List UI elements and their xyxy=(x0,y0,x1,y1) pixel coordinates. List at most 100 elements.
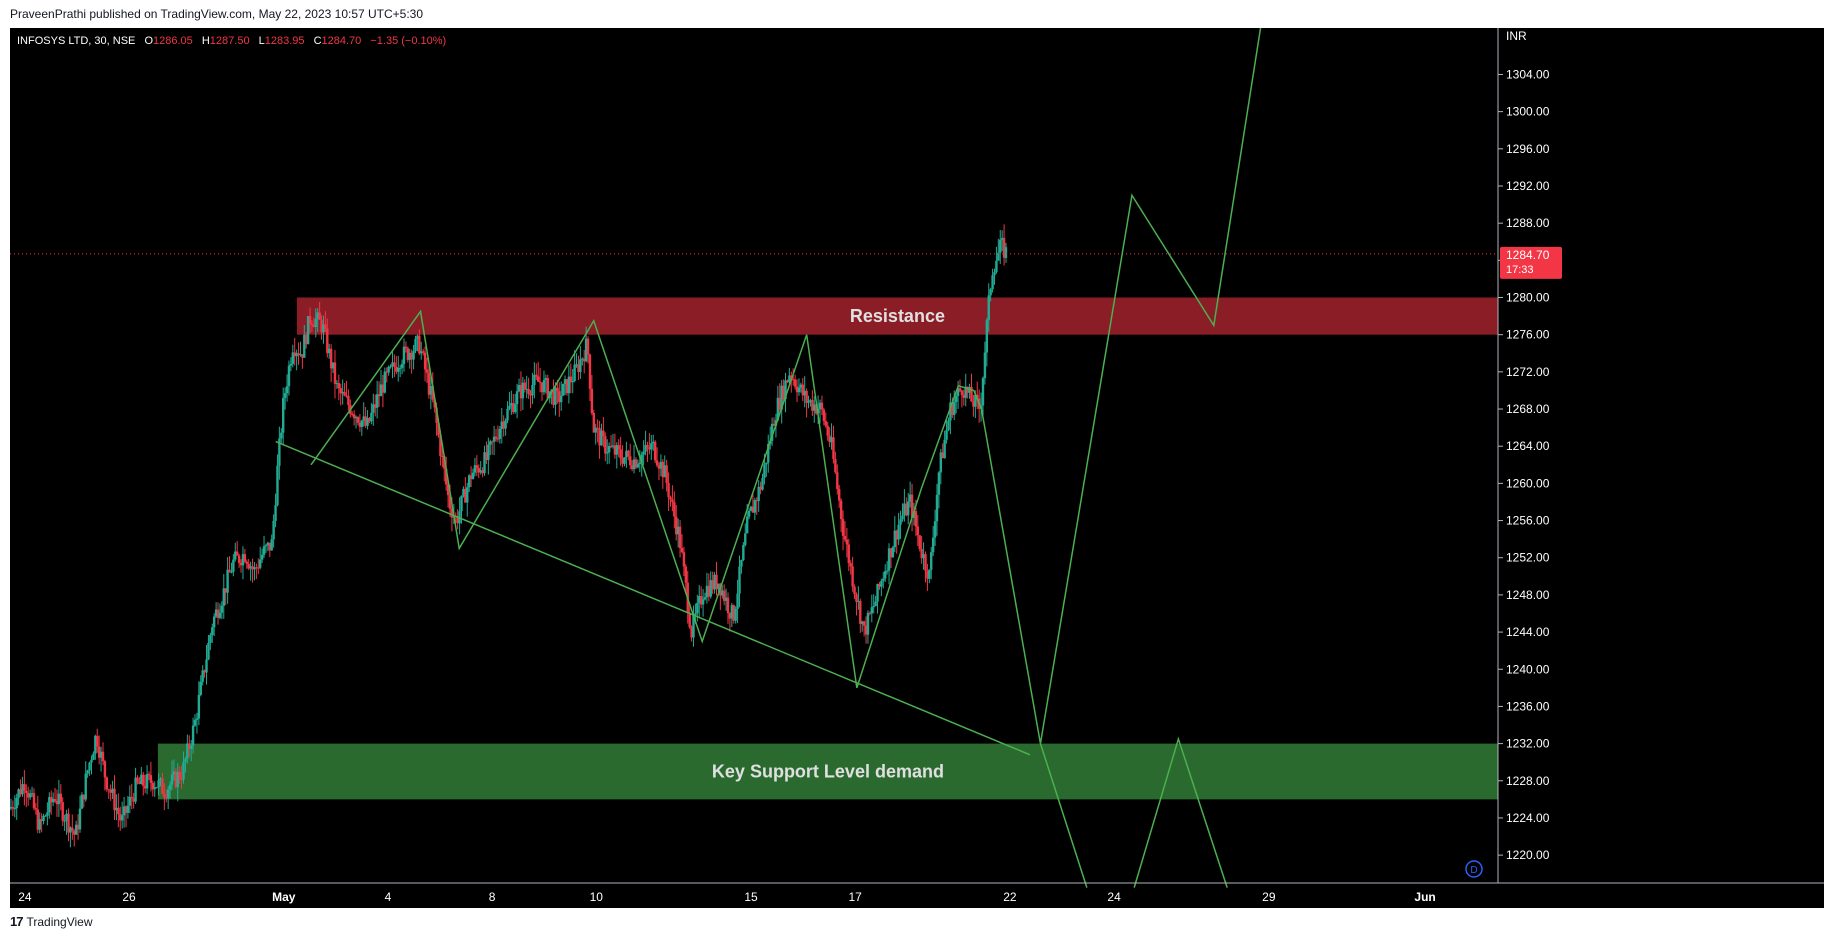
candle-body xyxy=(590,388,594,413)
candle-body xyxy=(517,384,521,392)
candle-body xyxy=(667,482,670,498)
candle-body xyxy=(778,397,781,410)
chart-panel[interactable]: Resistance Key Support Level demand INR 122… xyxy=(10,28,1824,908)
candle-body xyxy=(519,384,523,399)
candle-body xyxy=(510,402,513,406)
candle-body xyxy=(901,515,904,520)
candle-body xyxy=(398,367,402,369)
candle-body xyxy=(678,526,682,548)
candle-body xyxy=(128,796,132,806)
time-tick-label: 22 xyxy=(1003,890,1017,904)
candle-body xyxy=(991,275,994,290)
candle-body xyxy=(839,500,843,520)
candle-body xyxy=(696,602,699,614)
candle-body xyxy=(36,809,39,830)
candle-body xyxy=(25,790,28,793)
brand-footer[interactable]: 17 TradingView xyxy=(10,914,93,929)
resistance-zone-label: Resistance xyxy=(850,306,945,326)
candle-body xyxy=(379,384,383,397)
candle-body xyxy=(172,771,176,775)
candle-body xyxy=(48,797,51,813)
candle-body xyxy=(222,588,225,606)
candle-body xyxy=(477,467,480,473)
candle-body xyxy=(237,555,241,563)
candle-body xyxy=(701,599,705,605)
candle-body xyxy=(907,501,910,516)
candlestick-chart[interactable]: Resistance Key Support Level demand INR 122… xyxy=(10,28,1824,908)
candle-body xyxy=(387,366,390,373)
candle-body xyxy=(930,552,933,570)
candle-body xyxy=(788,375,791,383)
candle-body xyxy=(661,461,665,478)
high-value: 1287.50 xyxy=(209,35,250,47)
candle-body xyxy=(617,445,620,450)
candle-body xyxy=(943,439,946,458)
candle-body xyxy=(751,506,755,513)
candle-body xyxy=(765,462,768,465)
candle-body xyxy=(245,561,248,564)
candle-body xyxy=(155,787,158,789)
candle-body xyxy=(494,436,498,439)
candle-body xyxy=(57,793,61,805)
candle-body xyxy=(316,312,319,319)
candle-body xyxy=(266,542,270,546)
candle-body xyxy=(140,774,143,785)
candle-body xyxy=(619,449,622,459)
candle-body xyxy=(354,417,358,419)
time-tick-label: 17 xyxy=(849,890,863,904)
candle-body xyxy=(53,799,57,801)
candle-body xyxy=(857,600,860,602)
candle-body xyxy=(629,456,632,466)
candle-body xyxy=(232,559,235,572)
candle-body xyxy=(891,547,895,558)
candle-body xyxy=(109,790,112,793)
candle-body xyxy=(586,338,590,355)
candle-body xyxy=(186,743,189,759)
price-tick-label: 1236.00 xyxy=(1506,699,1550,713)
candle-body xyxy=(143,785,147,789)
candle-body xyxy=(634,459,638,468)
candle-body xyxy=(448,495,452,509)
candle-body xyxy=(899,519,902,525)
candle-body xyxy=(669,497,672,500)
candle-body xyxy=(366,417,369,426)
candle-body xyxy=(931,537,935,553)
candle-body xyxy=(441,455,444,457)
candle-body xyxy=(813,404,816,411)
candle-body xyxy=(926,570,929,579)
candle-body xyxy=(479,470,482,473)
candle-body xyxy=(797,387,801,393)
candle-body xyxy=(941,452,944,458)
candle-body xyxy=(297,353,300,356)
price-tick-label: 1296.00 xyxy=(1506,142,1550,156)
candle-body xyxy=(425,369,429,373)
candle-body xyxy=(111,788,114,793)
price-tick-label: 1220.00 xyxy=(1506,848,1550,862)
candle-body xyxy=(504,420,507,429)
candle-body xyxy=(383,371,387,393)
candle-body xyxy=(579,359,582,373)
candle-body xyxy=(698,596,701,603)
open-value: 1286.05 xyxy=(153,35,193,47)
candle-body xyxy=(10,807,13,809)
candle-body xyxy=(270,539,273,551)
candle-body xyxy=(655,460,659,466)
candle-body xyxy=(868,612,872,614)
candle-body xyxy=(444,468,448,485)
candle-body xyxy=(905,503,908,516)
candle-body xyxy=(329,348,333,369)
price-tick-label: 1228.00 xyxy=(1506,774,1550,788)
candle-body xyxy=(884,571,887,579)
candle-body xyxy=(523,382,526,390)
support-zone-label: Key Support Level demand xyxy=(712,761,944,781)
candle-body xyxy=(613,445,617,455)
candle-body xyxy=(381,384,385,393)
candle-body xyxy=(301,354,304,358)
candle-body xyxy=(456,516,459,524)
candle-body xyxy=(709,580,712,597)
candle-body xyxy=(604,436,607,454)
candle-body xyxy=(807,401,810,403)
candle-body xyxy=(699,596,703,605)
candle-body xyxy=(408,352,411,360)
candle-body xyxy=(694,613,697,616)
